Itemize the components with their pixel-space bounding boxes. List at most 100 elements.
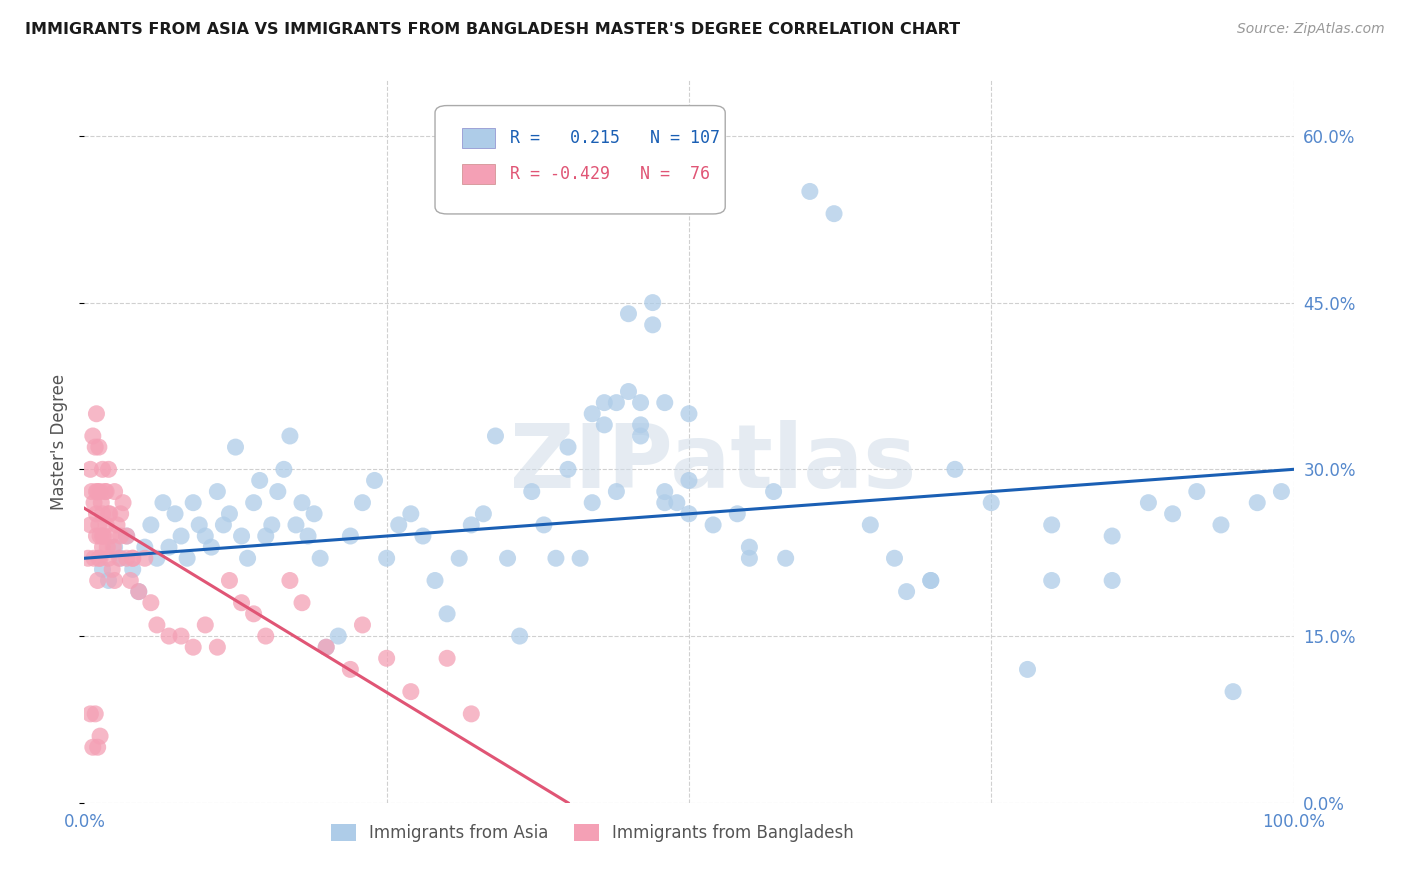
- Point: [212, 517, 235, 532]
- Point: [738, 540, 761, 554]
- Point: [315, 640, 337, 655]
- Point: [665, 496, 688, 510]
- Point: [231, 596, 253, 610]
- Point: [302, 507, 325, 521]
- Point: [799, 185, 821, 199]
- Point: [89, 551, 111, 566]
- Text: R =   0.215   N = 107: R = 0.215 N = 107: [510, 129, 720, 147]
- Point: [388, 517, 411, 532]
- Point: [104, 574, 127, 588]
- Point: [110, 529, 132, 543]
- Point: [110, 507, 132, 521]
- Point: [77, 551, 100, 566]
- Point: [630, 429, 652, 443]
- Point: [146, 618, 169, 632]
- Point: [218, 574, 240, 588]
- Point: [920, 574, 942, 588]
- Point: [278, 574, 301, 588]
- Point: [231, 529, 253, 543]
- Point: [557, 462, 579, 476]
- Legend: Immigrants from Asia, Immigrants from Bangladesh: Immigrants from Asia, Immigrants from Ba…: [325, 817, 860, 848]
- Point: [86, 407, 108, 421]
- Point: [91, 562, 114, 576]
- Point: [762, 484, 785, 499]
- Point: [97, 507, 120, 521]
- Point: [242, 607, 264, 621]
- Point: [120, 574, 142, 588]
- Point: [273, 462, 295, 476]
- Point: [194, 618, 217, 632]
- Point: [87, 440, 110, 454]
- Point: [412, 529, 434, 543]
- Point: [352, 618, 374, 632]
- Point: [200, 540, 222, 554]
- Point: [1101, 529, 1123, 543]
- Point: [399, 507, 422, 521]
- Text: ZIPatlas: ZIPatlas: [510, 420, 917, 507]
- Point: [593, 417, 616, 432]
- Point: [544, 551, 567, 566]
- Point: [297, 529, 319, 543]
- Point: [83, 496, 105, 510]
- Point: [98, 507, 121, 521]
- Point: [79, 706, 101, 721]
- Point: [605, 484, 627, 499]
- Point: [139, 596, 162, 610]
- Point: [89, 484, 111, 499]
- Point: [641, 318, 664, 332]
- Point: [134, 551, 156, 566]
- Point: [104, 484, 127, 499]
- Point: [86, 484, 108, 499]
- Point: [278, 429, 301, 443]
- Point: [1137, 496, 1160, 510]
- Point: [654, 395, 676, 409]
- Point: [91, 462, 114, 476]
- Point: [93, 529, 115, 543]
- Point: [823, 207, 845, 221]
- Point: [291, 596, 314, 610]
- Text: Source: ZipAtlas.com: Source: ZipAtlas.com: [1237, 22, 1385, 37]
- Point: [859, 517, 882, 532]
- Point: [94, 517, 117, 532]
- Point: [188, 517, 211, 532]
- Point: [89, 529, 111, 543]
- Point: [509, 629, 531, 643]
- Point: [121, 551, 143, 566]
- Point: [980, 496, 1002, 510]
- Point: [82, 429, 104, 443]
- Point: [436, 607, 458, 621]
- Point: [1017, 662, 1039, 676]
- Point: [285, 517, 308, 532]
- Point: [678, 407, 700, 421]
- Point: [97, 574, 120, 588]
- Point: [139, 517, 162, 532]
- Point: [94, 484, 117, 499]
- Point: [260, 517, 283, 532]
- Point: [436, 651, 458, 665]
- Point: [134, 540, 156, 554]
- Point: [218, 507, 240, 521]
- Y-axis label: Master's Degree: Master's Degree: [51, 374, 69, 509]
- Point: [920, 574, 942, 588]
- Point: [115, 529, 138, 543]
- Point: [91, 507, 114, 521]
- Point: [86, 529, 108, 543]
- Point: [617, 307, 640, 321]
- Point: [207, 484, 229, 499]
- Point: [533, 517, 555, 532]
- Point: [84, 706, 107, 721]
- Point: [1270, 484, 1292, 499]
- Point: [181, 496, 204, 510]
- Point: [100, 529, 122, 543]
- Point: [254, 529, 277, 543]
- Point: [363, 474, 385, 488]
- Point: [79, 462, 101, 476]
- Point: [352, 496, 374, 510]
- Point: [152, 496, 174, 510]
- Point: [121, 562, 143, 576]
- Point: [630, 395, 652, 409]
- Point: [460, 517, 482, 532]
- Text: R = -0.429   N =  76: R = -0.429 N = 76: [510, 165, 710, 183]
- Point: [194, 529, 217, 543]
- Point: [654, 484, 676, 499]
